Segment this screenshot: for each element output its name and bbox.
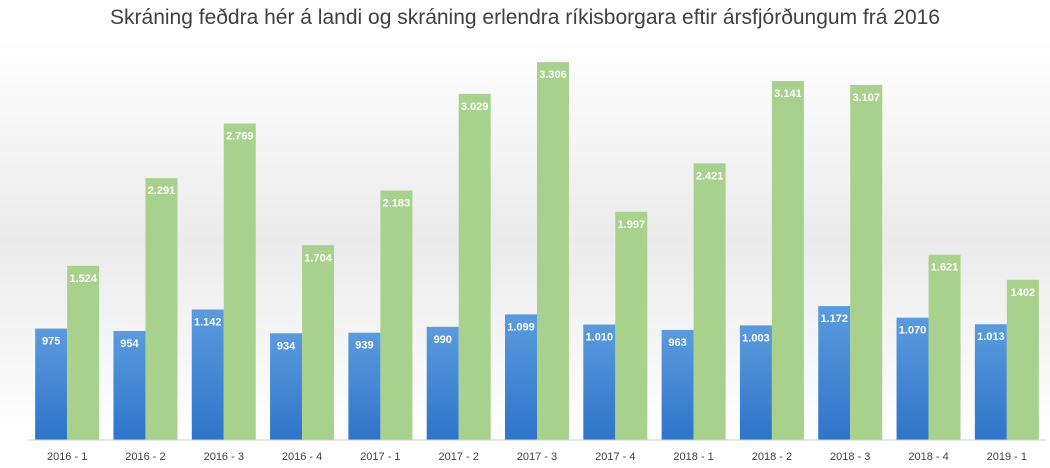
data-label-series-1-6: 990: [434, 334, 452, 346]
bar-series-1-5: [348, 332, 381, 440]
bar-series-1-10: [739, 325, 772, 440]
bar-series-1-4: [270, 333, 303, 440]
x-tick-label: 2016 - 1: [47, 451, 87, 463]
data-label-series-1-10: 1.003: [742, 332, 770, 344]
bar-series-2-4: [302, 245, 335, 440]
bar-series-1-6: [426, 326, 459, 440]
x-tick-label: 2016 - 4: [282, 451, 322, 463]
bar-series-2-3: [223, 123, 256, 441]
data-label-series-1-4: 934: [277, 340, 296, 352]
x-tick-label: 2018 - 3: [830, 451, 870, 463]
bar-series-2-2: [145, 178, 178, 440]
data-label-series-1-5: 939: [355, 340, 373, 352]
bar-series-2-8: [615, 211, 648, 440]
bar-series-1-11: [818, 306, 851, 440]
x-tick-label: 2017 - 4: [595, 451, 635, 463]
data-label-series-2-1: 1.524: [69, 273, 97, 285]
bar-series-2-6: [458, 93, 491, 440]
x-tick-label: 2018 - 1: [673, 451, 713, 463]
data-label-series-1-7: 1.099: [507, 321, 535, 333]
data-label-series-1-1: 975: [42, 336, 60, 348]
bar-series-2-7: [537, 62, 569, 441]
data-label-series-2-11: 3.107: [852, 92, 880, 104]
data-label-series-1-2: 954: [120, 338, 139, 350]
data-label-series-1-8: 1.010: [586, 332, 614, 344]
data-label-series-2-13: 1402: [1011, 287, 1035, 299]
x-tick-label: 2017 - 3: [517, 451, 557, 463]
data-label-series-2-12: 1.621: [931, 262, 959, 274]
data-label-series-2-2: 2.291: [148, 185, 176, 197]
x-tick-label: 2019 - 1: [987, 451, 1027, 463]
bar-series-1-3: [191, 309, 224, 440]
data-label-series-2-10: 3.141: [774, 88, 802, 100]
data-label-series-2-5: 2.183: [383, 198, 411, 210]
bar-series-2-9: [693, 163, 726, 441]
data-label-series-1-13: 1.013: [977, 331, 1005, 343]
x-tick-label: 2017 - 1: [360, 451, 400, 463]
data-label-series-1-9: 963: [668, 337, 686, 349]
bar-series-2-1: [67, 265, 100, 440]
bar-series-1-12: [896, 317, 929, 440]
data-label-series-1-12: 1.070: [899, 325, 927, 337]
bar-series-2-11: [850, 84, 883, 441]
bar-series-2-12: [928, 254, 961, 440]
bar-series-1-9: [661, 329, 694, 440]
bar-series-1-2: [113, 330, 146, 440]
data-label-series-2-6: 3.029: [461, 101, 489, 113]
bar-series-1-13: [974, 324, 1007, 440]
bar-series-1-7: [505, 314, 537, 440]
data-label-series-2-7: 3.306: [539, 69, 567, 81]
bar-series-2-13: [1006, 279, 1039, 440]
data-label-series-2-3: 2.769: [226, 131, 254, 143]
chart-title: Skráning feðdra hér á landi og skráning …: [110, 6, 940, 29]
x-tick-label: 2018 - 4: [908, 451, 948, 463]
data-label-series-2-9: 2.421: [696, 170, 724, 182]
x-tick-label: 2018 - 2: [752, 451, 792, 463]
bar-series-1-8: [583, 324, 616, 440]
data-label-series-2-4: 1.704: [304, 252, 332, 264]
data-label-series-1-3: 1.142: [194, 316, 222, 328]
bar-series-2-10: [771, 81, 804, 441]
data-label-series-2-8: 1.997: [618, 219, 646, 231]
x-tick-label: 2016 - 2: [125, 451, 165, 463]
data-label-series-1-11: 1.172: [820, 313, 848, 325]
x-tick-label: 2017 - 2: [439, 451, 479, 463]
bar-series-1-1: [35, 328, 68, 440]
x-tick-label: 2016 - 3: [204, 451, 244, 463]
bar-series-2-5: [380, 190, 413, 440]
